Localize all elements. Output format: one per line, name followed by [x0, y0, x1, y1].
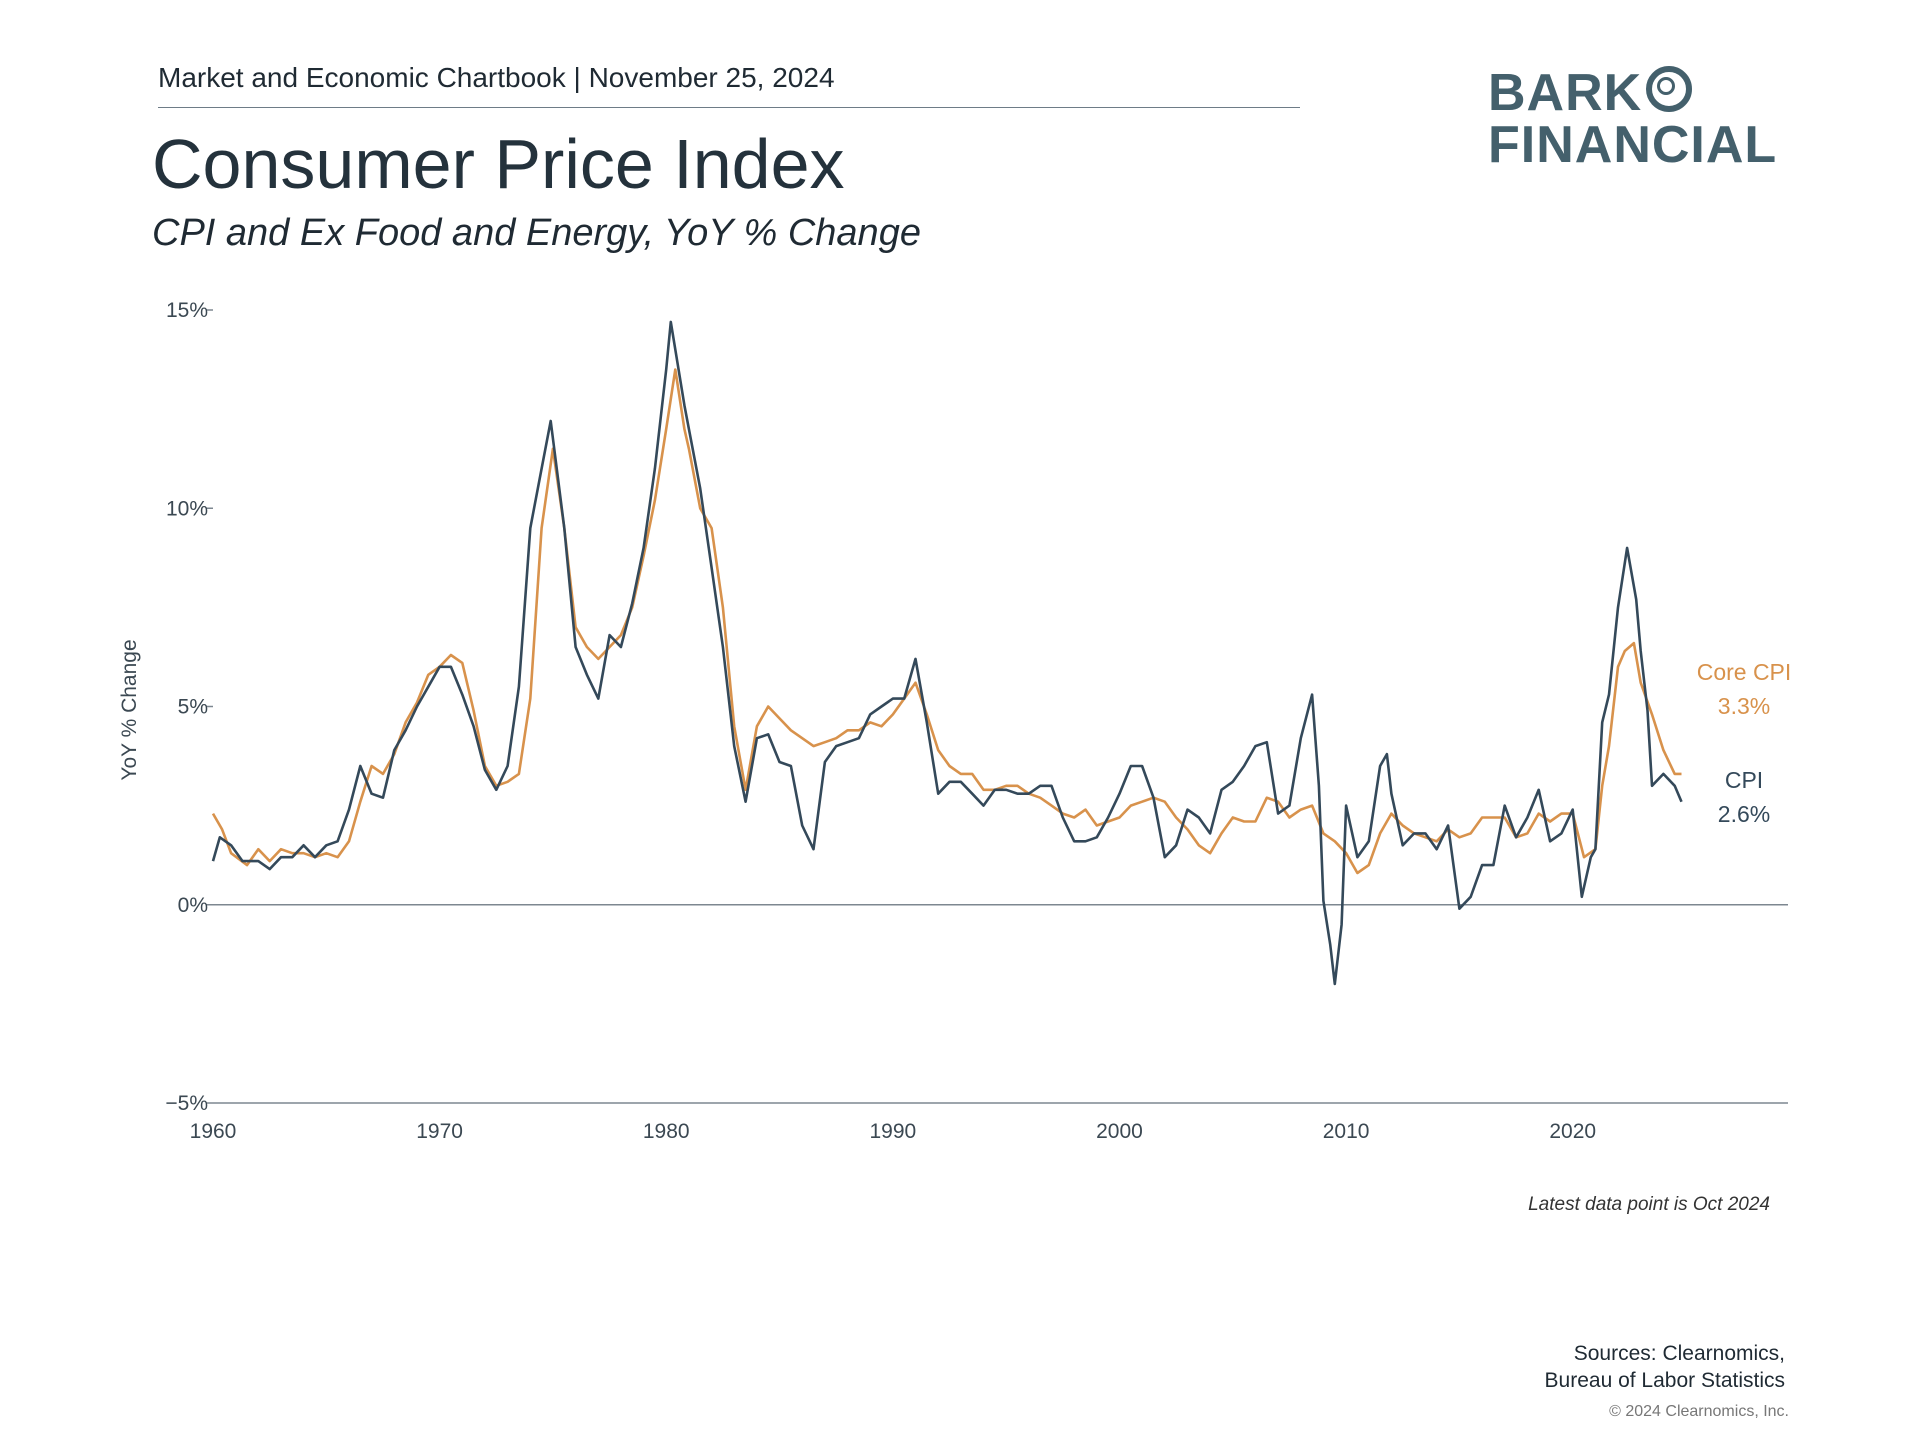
page-subtitle: CPI and Ex Food and Energy, YoY % Change [152, 212, 921, 254]
latest-data-note: Latest data point is Oct 2024 [1528, 1194, 1770, 1215]
sources-line-2: Bureau of Labor Statistics [1544, 1369, 1785, 1392]
header-rule [158, 107, 1300, 108]
series-line-core-cpi [211, 368, 1682, 875]
y-axis-label: YoY % Change [118, 639, 141, 780]
series-line-cpi [211, 320, 1683, 986]
x-tick-label: 1960 [190, 1120, 237, 1143]
x-tick-label: 2010 [1323, 1120, 1370, 1143]
y-tick-label: −5% [165, 1092, 208, 1115]
sources-text: Sources: Clearnomics, Bureau of Labor St… [1545, 1340, 1785, 1394]
y-tick-label: 10% [166, 497, 208, 520]
company-logo: BARK FINANCIAL [1488, 66, 1777, 171]
series-name-label: Core CPI [1697, 659, 1792, 685]
series-end-value-label: 3.3% [1718, 693, 1770, 719]
logo-line-1: BARK [1488, 66, 1777, 119]
y-tick-label: 0% [178, 894, 208, 917]
sources-line-1: Sources: Clearnomics, [1573, 1342, 1785, 1365]
page-title: Consumer Price Index [152, 125, 845, 203]
y-tick-label: 15% [166, 299, 208, 322]
x-tick-label: 2000 [1096, 1120, 1143, 1143]
series-name-label: CPI [1725, 767, 1763, 793]
x-tick-label: 1970 [416, 1120, 463, 1143]
x-tick-label: 1990 [869, 1120, 916, 1143]
x-tick-label: 1980 [643, 1120, 690, 1143]
report-header-line: Market and Economic Chartbook | November… [158, 62, 835, 93]
x-tick-label: 2020 [1549, 1120, 1596, 1143]
series-end-value-label: 2.6% [1718, 801, 1770, 827]
logo-ring-icon [1646, 66, 1693, 112]
copyright-text: © 2024 Clearnomics, Inc. [1609, 1403, 1789, 1420]
logo-line-2: FINANCIAL [1488, 116, 1778, 174]
y-tick-label: 5% [178, 696, 208, 719]
